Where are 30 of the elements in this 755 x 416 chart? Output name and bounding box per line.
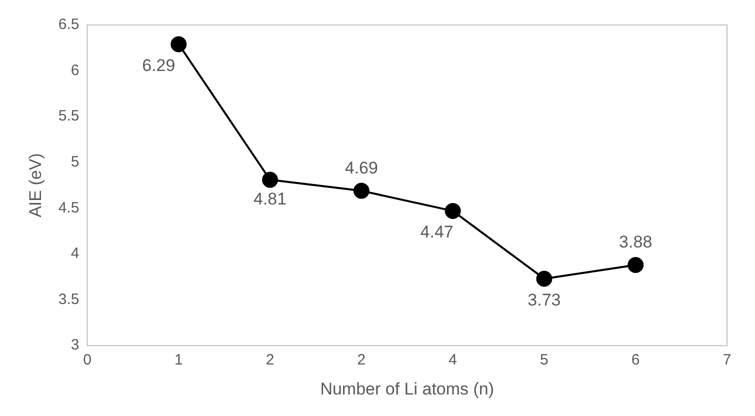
- data-label: 4.47: [420, 222, 454, 242]
- x-tick-label: 2: [357, 352, 366, 369]
- x-tick-label: 6: [631, 352, 640, 369]
- data-label: 6.29: [142, 56, 176, 75]
- x-tick-label: 5: [540, 352, 548, 369]
- y-tick-label: 6.5: [58, 16, 80, 34]
- y-tick-label: 4: [70, 245, 80, 262]
- y-tick-label: 5.5: [58, 108, 80, 125]
- point: [353, 182, 370, 199]
- point: [628, 256, 644, 273]
- x-axis-title: Number of Li atoms (n): [320, 379, 494, 398]
- data-label: 3.88: [619, 232, 652, 252]
- x-tick-label: 0: [83, 352, 92, 369]
- x-tick-label: 1: [174, 352, 183, 369]
- point: [536, 270, 552, 287]
- data-label: 4.69: [344, 158, 378, 178]
- point: [170, 36, 187, 52]
- y-tick-label: 4.5: [58, 199, 80, 216]
- y-axis-title: AIE (eV): [26, 153, 45, 218]
- point: [444, 202, 461, 219]
- x-tick-label: 7: [722, 352, 732, 369]
- y-tick-label: 6: [70, 62, 80, 79]
- x-tick-label: 4: [448, 352, 457, 369]
- y-tick-label: 5: [70, 154, 80, 171]
- y-tick-label: 3.5: [58, 290, 80, 308]
- x-tick-label: 2: [266, 352, 274, 369]
- point: [262, 172, 278, 188]
- data-label: 4.81: [253, 189, 287, 208]
- y-tick-label: 3: [70, 336, 80, 354]
- data-label: 3.73: [528, 290, 561, 310]
